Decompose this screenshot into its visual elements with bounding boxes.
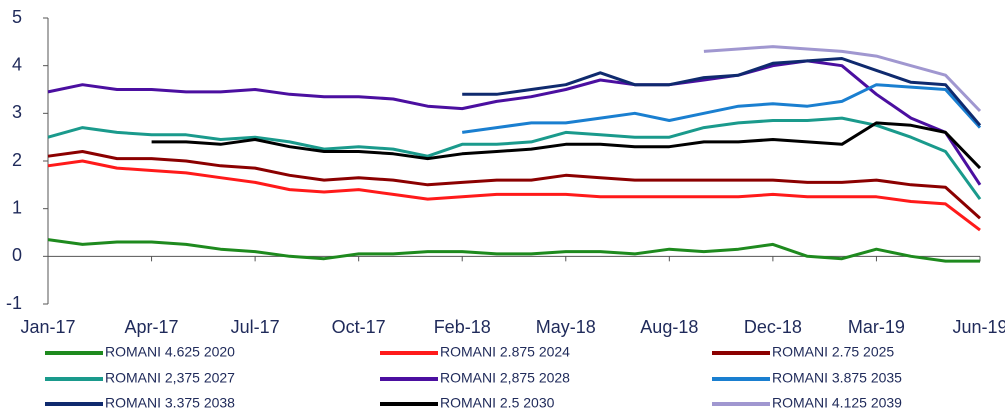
- x-tick-label: Dec-18: [744, 317, 802, 337]
- legend-label: ROMANI 2.75 2025: [772, 344, 894, 360]
- series-line: [47, 238, 980, 263]
- x-tick-label: Apr-17: [125, 317, 179, 337]
- x-tick-label: Jun-19: [952, 317, 1005, 337]
- y-tick-label: 3: [12, 102, 22, 122]
- y-tick-label: 4: [12, 54, 22, 74]
- x-tick-label: Oct-17: [332, 317, 386, 337]
- series-line: [461, 83, 982, 134]
- y-tick-label: 0: [12, 245, 22, 265]
- legend-label: ROMANI 2.875 2024: [440, 344, 570, 360]
- series-line: [151, 121, 982, 170]
- series-line: [47, 59, 982, 186]
- x-tick-label: Mar-19: [848, 317, 905, 337]
- y-tick-label: 1: [12, 197, 22, 217]
- series-line: [462, 57, 982, 127]
- legend-label: ROMANI 3.375 2038: [105, 395, 235, 411]
- legend-label: ROMANI 2,875 2028: [440, 370, 570, 386]
- legend-label: ROMANI 4.125 2039: [772, 395, 902, 411]
- legend-label: ROMANI 4.625 2020: [105, 344, 235, 360]
- x-tick-label: May-18: [536, 317, 596, 337]
- series-line: [703, 45, 982, 113]
- series-line: [47, 159, 981, 232]
- y-tick-label: 5: [12, 7, 22, 27]
- series-line: [47, 150, 982, 220]
- x-tick-label: Jan-17: [20, 317, 75, 337]
- x-tick-label: Feb-18: [434, 317, 491, 337]
- x-tick-label: Jul-17: [231, 317, 280, 337]
- legend-label: ROMANI 2.5 2030: [440, 395, 555, 411]
- y-tick-label: -1: [6, 293, 22, 313]
- legend-label: ROMANI 3.875 2035: [772, 370, 902, 386]
- y-tick-label: 2: [12, 150, 22, 170]
- legend-label: ROMANI 2,375 2027: [105, 370, 235, 386]
- x-tick-label: Aug-18: [640, 317, 698, 337]
- series-line: [47, 116, 982, 200]
